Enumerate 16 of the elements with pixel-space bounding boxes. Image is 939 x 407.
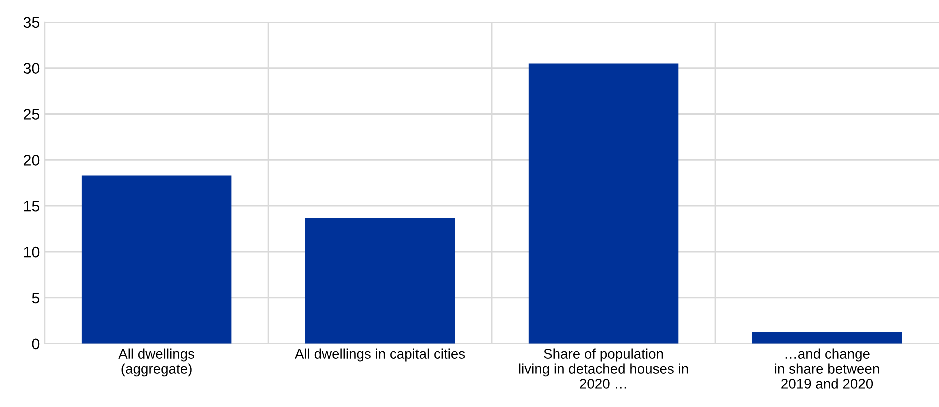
y-tick-label: 30 — [24, 63, 40, 74]
y-tick-label: 15 — [24, 201, 40, 212]
x-tick-label: Share of population living in detached houses in 2020 … — [519, 348, 688, 389]
bar — [82, 176, 232, 344]
y-tick-label: 20 — [24, 155, 40, 166]
bar — [528, 64, 679, 344]
x-tick-label: …and change in share between 2019 and 2020 — [775, 348, 880, 389]
y-tick-label: 10 — [24, 246, 40, 258]
bar — [305, 218, 456, 344]
bar — [752, 332, 902, 344]
y-tick-label: 0 — [32, 338, 40, 350]
y-tick-label: 25 — [24, 109, 40, 120]
y-tick-label: 35 — [24, 17, 40, 28]
x-tick-label: All dwellings (aggregate) — [118, 348, 195, 377]
x-tick-label: All dwellings in capital cities — [295, 348, 466, 362]
y-tick-label: 5 — [32, 293, 40, 304]
